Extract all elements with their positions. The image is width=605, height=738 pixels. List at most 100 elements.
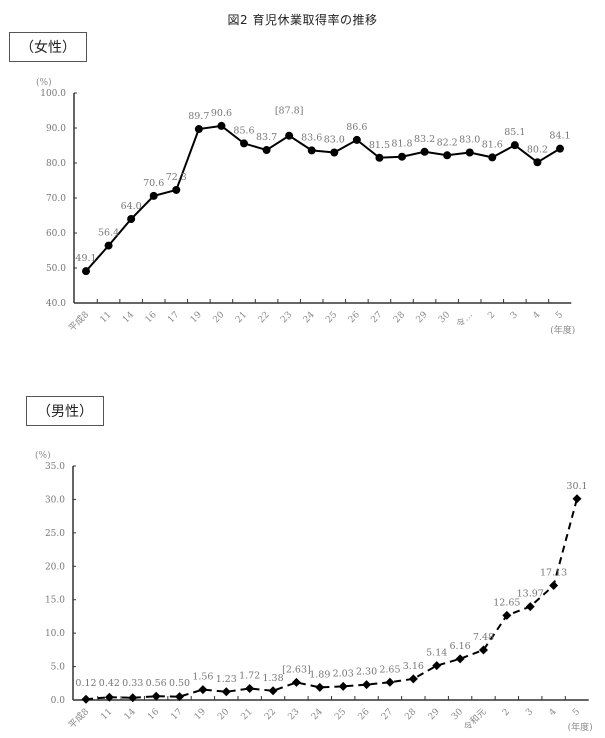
x-tick-label: 29 xyxy=(427,707,442,722)
data-point-marker xyxy=(81,694,91,704)
data-value-label: 49.1 xyxy=(75,253,96,264)
data-value-label: 0.33 xyxy=(122,678,143,689)
male-chart: (%) 0.0 5.0 10.0 15.0 20.0 25.0 30.0 35.0 平成8 11 14… xyxy=(35,450,593,733)
data-point-marker xyxy=(175,692,185,702)
x-axis-unit-label: (年度) xyxy=(550,324,575,336)
data-value-label: 90.6 xyxy=(211,108,232,119)
x-tick-label: 4 xyxy=(531,310,542,321)
x-tick-label: 17 xyxy=(169,707,184,722)
data-point-marker xyxy=(198,685,208,695)
data-point-marker xyxy=(149,191,158,200)
x-tick-label: 26 xyxy=(347,310,362,325)
data-point-marker xyxy=(352,135,361,144)
data-point-marker xyxy=(291,677,301,687)
x-tick-label: 11 xyxy=(99,707,114,722)
data-point-marker xyxy=(221,687,231,697)
x-tick-label: 24 xyxy=(310,707,325,722)
data-point-marker xyxy=(268,686,278,696)
x-tick-label: 2 xyxy=(486,310,497,321)
data-point-marker xyxy=(533,158,542,167)
data-value-label: 13.97 xyxy=(517,589,544,600)
y-tick-label: 0.0 xyxy=(51,696,66,706)
x-tick-label: 23 xyxy=(279,310,294,325)
data-value-label: 81.8 xyxy=(391,139,412,150)
data-point-marker xyxy=(338,681,348,691)
x-tick-label: 22 xyxy=(257,310,272,325)
data-point-marker xyxy=(488,153,497,162)
data-value-label: 2.30 xyxy=(356,667,377,678)
data-value-label: 85.6 xyxy=(233,125,254,136)
x-tick-label: 3 xyxy=(509,310,520,321)
data-point-marker xyxy=(572,494,582,504)
data-point-marker xyxy=(194,125,203,134)
data-point-marker xyxy=(443,151,452,160)
data-point-marker xyxy=(549,580,559,590)
x-tick-label: 23 xyxy=(286,707,301,722)
female-chart: (%) 40.0 50.0 60.0 70.0 80.0 90.0 100.0 平成8 11 14 1… xyxy=(36,77,575,336)
male-section-label: （男性） xyxy=(26,396,104,426)
x-tick-label: 20 xyxy=(216,707,231,722)
y-tick-label: 35.0 xyxy=(45,462,65,472)
x-tick-label: 平成8 xyxy=(66,308,91,333)
x-tick-label: 28 xyxy=(392,310,407,325)
data-value-label: 89.7 xyxy=(188,111,209,122)
female-section-label: （女性） xyxy=(9,32,87,62)
x-tick-label: 令和元 xyxy=(461,706,489,734)
data-value-label: 5.14 xyxy=(426,648,447,659)
x-tick-label: 11 xyxy=(99,310,114,325)
data-value-label: 2.03 xyxy=(333,668,354,679)
data-point-marker xyxy=(240,139,248,148)
data-value-label: 12.65 xyxy=(493,597,520,608)
x-tick-label: 5 xyxy=(571,707,582,718)
x-tick-label: 17 xyxy=(166,310,181,325)
data-value-label: 83.2 xyxy=(414,134,435,145)
x-tick-label: 24 xyxy=(302,310,317,325)
data-point-marker xyxy=(172,185,181,194)
data-point-marker xyxy=(128,693,138,703)
y-tick-label: 15.0 xyxy=(45,596,65,606)
data-value-label: 7.48 xyxy=(473,632,494,643)
x-tick-label: 19 xyxy=(189,310,204,325)
x-tick-label: 14 xyxy=(121,310,136,325)
data-value-label: 0.42 xyxy=(99,678,120,689)
data-point-marker xyxy=(362,680,372,690)
y-tick-label: 25.0 xyxy=(45,529,65,539)
x-tick-label: 27 xyxy=(380,707,395,722)
data-value-label: [2.63] xyxy=(282,664,311,675)
x-tick-label: 25 xyxy=(333,707,348,722)
data-value-label: 3.16 xyxy=(403,661,424,672)
x-tick-label: 3 xyxy=(524,707,535,718)
data-value-label: 82.2 xyxy=(437,137,458,148)
x-tick-label: 14 xyxy=(123,707,138,722)
y-tick-label: 20.0 xyxy=(45,562,65,572)
y-tick-label: 90.0 xyxy=(46,124,66,134)
x-tick-label: 28 xyxy=(403,707,418,722)
data-point-marker xyxy=(285,131,294,140)
data-point-marker xyxy=(127,215,136,223)
x-tick-label: 19 xyxy=(193,707,208,722)
data-point-marker xyxy=(104,241,113,250)
data-value-label: 80.2 xyxy=(527,144,548,155)
data-value-label: 81.5 xyxy=(369,140,390,151)
x-tick-label: 26 xyxy=(357,707,372,722)
data-point-marker xyxy=(245,684,255,694)
data-value-label: 0.12 xyxy=(75,678,96,689)
x-tick-label: 21 xyxy=(240,707,255,722)
data-value-label: 81.6 xyxy=(482,139,503,150)
data-point-marker xyxy=(375,153,384,162)
data-point-marker xyxy=(408,674,418,684)
data-value-label: 1.56 xyxy=(192,672,213,683)
data-value-label: 72.3 xyxy=(166,172,187,183)
data-value-label: 56.4 xyxy=(98,228,119,239)
y-tick-label: 60.0 xyxy=(46,229,66,239)
y-tick-label: 40.0 xyxy=(46,299,66,309)
figure-title: 図2 育児休業取得率の推移 xyxy=(227,13,378,27)
data-point-marker xyxy=(151,691,161,701)
data-point-marker xyxy=(525,602,535,612)
data-value-label: 0.56 xyxy=(146,678,167,689)
data-value-label: 83.0 xyxy=(459,135,480,146)
x-tick-label: 5 xyxy=(554,310,565,321)
data-value-label: 1.72 xyxy=(239,671,260,682)
data-point-marker xyxy=(420,147,429,156)
